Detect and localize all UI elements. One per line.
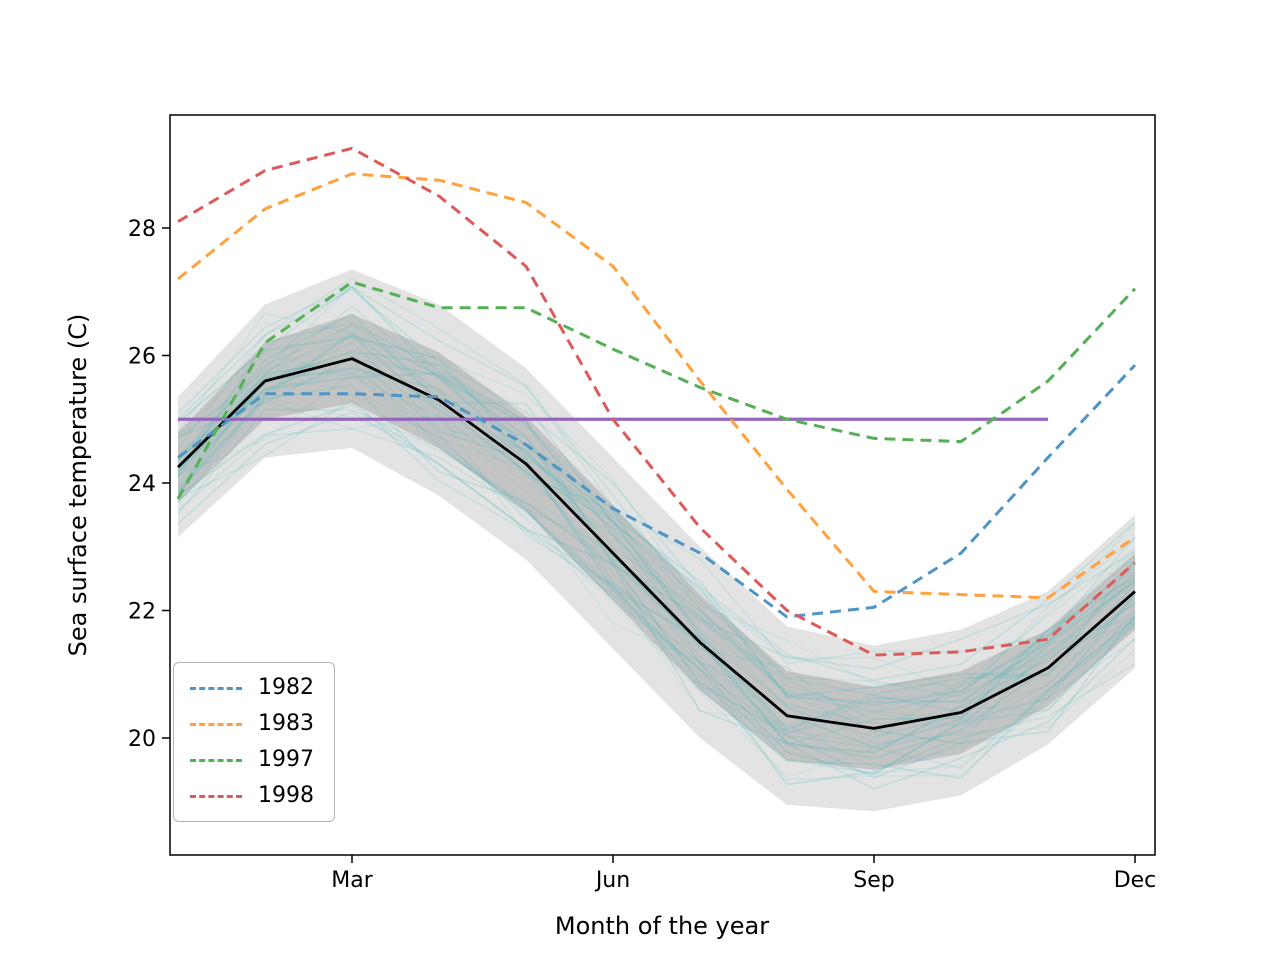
axes: Mar Jun Sep Dec 20 22 24 26 28 <box>128 114 1157 893</box>
ensemble-line <box>177 337 1136 686</box>
ensemble-line <box>177 380 1136 753</box>
plot-area <box>176 146 1137 812</box>
series-line-1982 <box>177 364 1137 619</box>
ensemble-line <box>177 285 1136 698</box>
legend-label-1983: 1983 <box>258 711 314 736</box>
plot-frame <box>169 114 1156 856</box>
series-line-1983 <box>177 172 1136 600</box>
legend-item-1998: 1998 <box>190 785 314 807</box>
ensemble-line <box>177 313 1136 703</box>
legend-item-1982: 1982 <box>190 677 314 699</box>
ensemble-line <box>177 334 1136 743</box>
ensemble-line <box>177 403 1136 780</box>
ensemble-line <box>177 371 1136 727</box>
x-tick-label: Mar <box>331 868 373 893</box>
y-tick-label: 28 <box>128 217 156 242</box>
legend-label-1998: 1998 <box>258 783 314 808</box>
ensemble-line <box>177 399 1136 786</box>
ensemble-line <box>177 335 1136 735</box>
ensemble-line <box>177 312 1136 694</box>
y-tick-label: 22 <box>128 600 156 625</box>
legend-swatch-1998 <box>190 794 242 798</box>
y-tick-label: 20 <box>128 727 156 752</box>
series-line-1998 <box>177 146 1136 657</box>
legend-label-1982: 1982 <box>258 675 314 700</box>
ensemble-line <box>177 323 1136 735</box>
y-tick-label: 24 <box>128 472 156 497</box>
ensemble-line <box>177 427 1136 769</box>
ensemble-line <box>177 321 1136 714</box>
x-axis-label: Month of the year <box>554 912 770 940</box>
ensemble-line <box>177 286 1136 670</box>
ensemble-line <box>177 372 1136 730</box>
ensemble-line <box>177 286 1136 706</box>
ensemble-line <box>177 408 1136 775</box>
band-1sigma <box>178 314 1135 770</box>
ensemble-line <box>177 384 1136 790</box>
ensemble-line <box>177 400 1136 781</box>
legend-swatch-1983 <box>190 722 242 726</box>
x-tick-label: Jun <box>594 868 630 893</box>
legend: 1982 1983 1997 1998 <box>173 662 335 822</box>
ensemble-line <box>177 331 1136 754</box>
ensemble-line <box>177 352 1136 734</box>
ensemble-line <box>177 350 1136 698</box>
ensemble-line <box>177 352 1136 712</box>
ensemble-line <box>177 366 1136 778</box>
legend-item-1983: 1983 <box>190 713 314 735</box>
legend-label-1997: 1997 <box>258 747 314 772</box>
series-line-1997 <box>176 280 1137 500</box>
ensemble-line <box>177 358 1136 730</box>
ensemble-line <box>177 288 1136 681</box>
band-2sigma <box>178 269 1135 812</box>
legend-swatch-1997 <box>190 758 242 762</box>
ensemble-line <box>177 341 1136 745</box>
legend-item-1997: 1997 <box>190 749 314 771</box>
ensemble-line <box>177 396 1136 745</box>
y-axis-label: Sea surface temperature (C) <box>64 313 92 657</box>
ensemble-line <box>177 305 1136 713</box>
ensemble-line <box>177 357 1136 731</box>
ensemble-line <box>177 367 1136 776</box>
mean-line <box>177 357 1136 730</box>
ensemble-line <box>177 372 1136 786</box>
x-tick-label: Dec <box>1114 868 1157 893</box>
y-tick-label: 26 <box>128 345 156 370</box>
legend-swatch-1982 <box>190 686 242 690</box>
x-tick-label: Sep <box>853 868 894 893</box>
ensemble-line <box>177 411 1136 779</box>
